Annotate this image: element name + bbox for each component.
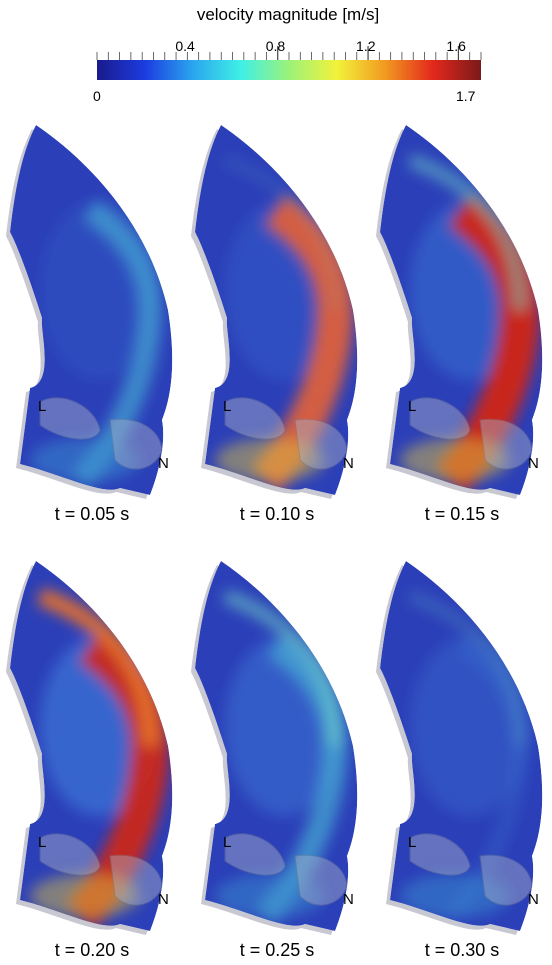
colorbar-max-label: 1.7 [456, 88, 476, 104]
flow-panel-5 [191, 561, 358, 935]
colorbar-title: velocity magnitude [m/s] [196, 5, 380, 24]
valve-leaflet-right [294, 854, 348, 906]
valve-region [400, 874, 510, 918]
colorbar-tick-label: 1.2 [356, 38, 376, 54]
velocity-jet [255, 635, 348, 925]
velocity-jet [444, 639, 528, 922]
valve-leaflet-left [409, 833, 471, 876]
colorbar [96, 46, 482, 80]
valve-region [30, 874, 140, 918]
valve-label-left: L [223, 398, 232, 415]
flow-panel-3 [376, 125, 543, 499]
flow-panel-6 [376, 561, 543, 935]
colorbar-tick-label: 0.8 [265, 38, 286, 54]
valve-leaflet-right [109, 418, 163, 470]
velocity-jet [251, 194, 354, 494]
velocity-jet [71, 200, 162, 489]
velocity-tail [407, 153, 527, 311]
valve-label-right: N [343, 455, 354, 472]
velocity-jet [66, 629, 170, 930]
valve-leaflet-left [224, 833, 286, 876]
valve-label-left: L [38, 834, 47, 851]
velocity-tail [223, 155, 340, 311]
colorbar-min-label: 0 [93, 88, 101, 104]
colorbar-tick-label: 0.4 [175, 38, 195, 54]
valve-label-left: L [223, 834, 232, 851]
valve-leaflet-right [294, 418, 348, 470]
panel-caption: t = 0.05 s [54, 504, 130, 524]
valve-leaflet-left [39, 833, 101, 876]
colorbar-gradient [97, 60, 481, 80]
valve-label-right: N [528, 891, 539, 908]
velocity-tail [36, 587, 159, 747]
valve-leaflet-right [479, 418, 533, 470]
valve-region [215, 438, 325, 482]
valve-label-right: N [158, 891, 169, 908]
valve-region [30, 438, 140, 482]
panel-caption: t = 0.15 s [424, 504, 500, 524]
valve-label-right: N [158, 455, 169, 472]
flow-panel-4 [6, 561, 173, 935]
panel-caption: t = 0.10 s [239, 504, 315, 524]
flow-panel-2 [191, 125, 358, 499]
valve-leaflet-left [39, 397, 101, 440]
velocity-tail [222, 589, 342, 747]
colorbar-ticks [96, 46, 482, 60]
panel-caption: t = 0.25 s [239, 940, 315, 960]
valve-label-left: L [38, 398, 47, 415]
valve-label-left: L [408, 398, 417, 415]
valve-label-right: N [528, 455, 539, 472]
panel-caption: t = 0.30 s [424, 940, 500, 960]
valve-leaflet-right [479, 854, 533, 906]
valve-region [215, 874, 325, 918]
valve-label-left: L [408, 834, 417, 851]
valve-region [400, 438, 510, 482]
valve-leaflet-left [409, 397, 471, 440]
valve-leaflet-right [109, 854, 163, 906]
valve-label-right: N [343, 891, 354, 908]
velocity-jet [435, 193, 541, 495]
velocity-tail [408, 591, 526, 747]
flow-panel-1 [6, 125, 173, 499]
colorbar-tick-label: 1.6 [446, 38, 466, 54]
panel-caption: t = 0.20 s [54, 940, 130, 960]
valve-leaflet-left [224, 397, 286, 440]
